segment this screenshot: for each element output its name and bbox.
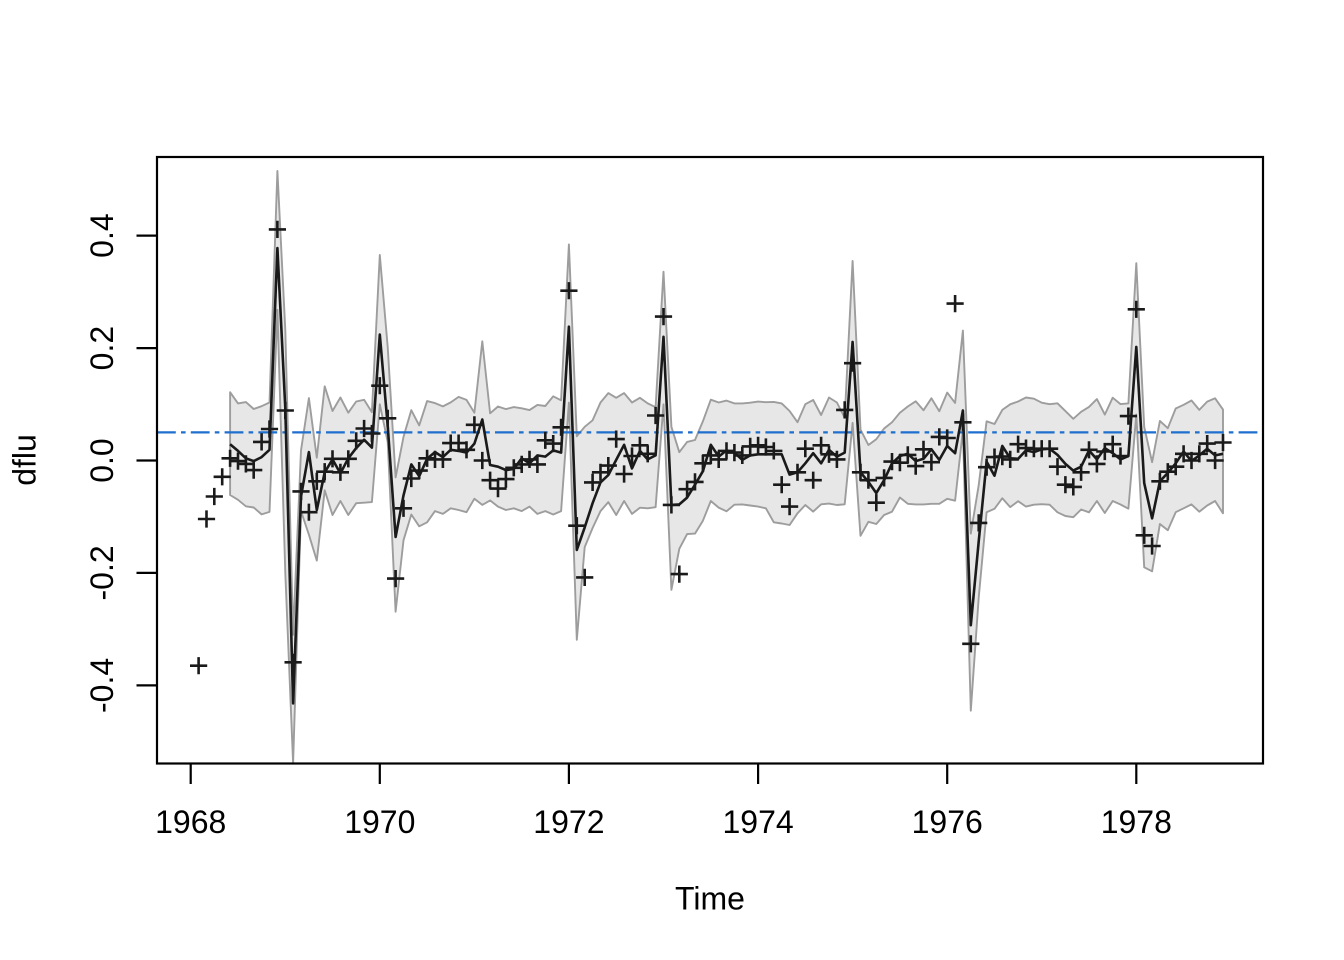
svg-text:Time: Time <box>675 881 745 917</box>
svg-text:0.4: 0.4 <box>84 213 120 257</box>
svg-text:0.2: 0.2 <box>84 326 120 370</box>
svg-text:0.0: 0.0 <box>84 438 120 482</box>
svg-text:-0.4: -0.4 <box>84 658 120 713</box>
svg-text:1972: 1972 <box>533 804 604 840</box>
svg-text:1970: 1970 <box>344 804 415 840</box>
svg-text:1978: 1978 <box>1101 804 1172 840</box>
svg-text:1976: 1976 <box>912 804 983 840</box>
svg-text:1968: 1968 <box>155 804 226 840</box>
svg-text:1974: 1974 <box>723 804 794 840</box>
svg-text:-0.2: -0.2 <box>84 545 120 600</box>
svg-text:dflu: dflu <box>7 434 43 486</box>
